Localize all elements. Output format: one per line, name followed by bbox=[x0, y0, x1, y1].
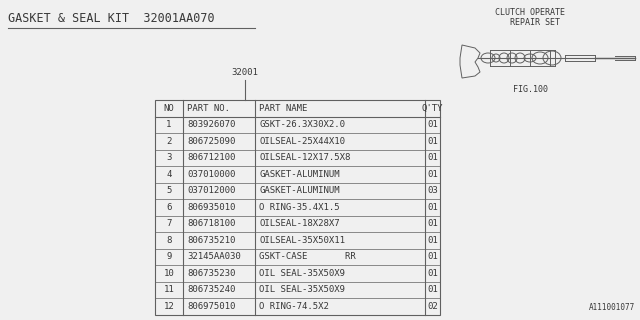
Text: 02: 02 bbox=[427, 302, 438, 311]
Text: 01: 01 bbox=[427, 203, 438, 212]
Text: 3: 3 bbox=[166, 153, 172, 162]
Bar bbox=[155, 100, 440, 315]
Text: CLUTCH OPERATE
  REPAIR SET: CLUTCH OPERATE REPAIR SET bbox=[495, 8, 565, 28]
Text: 01: 01 bbox=[427, 252, 438, 261]
Text: 01: 01 bbox=[427, 137, 438, 146]
Text: 806735240: 806735240 bbox=[187, 285, 236, 294]
Text: 01: 01 bbox=[427, 236, 438, 245]
Text: 1: 1 bbox=[166, 120, 172, 129]
Text: 12: 12 bbox=[164, 302, 174, 311]
Text: Q'TY: Q'TY bbox=[422, 104, 444, 113]
Text: 10: 10 bbox=[164, 269, 174, 278]
Text: OIL SEAL-35X50X9: OIL SEAL-35X50X9 bbox=[259, 285, 345, 294]
Text: 4: 4 bbox=[166, 170, 172, 179]
Text: 5: 5 bbox=[166, 186, 172, 195]
Text: 2: 2 bbox=[166, 137, 172, 146]
Text: GASKET-ALUMINUM: GASKET-ALUMINUM bbox=[259, 170, 340, 179]
Text: 01: 01 bbox=[427, 269, 438, 278]
Text: 806935010: 806935010 bbox=[187, 203, 236, 212]
Text: 806725090: 806725090 bbox=[187, 137, 236, 146]
Text: GSKT-CASE       RR: GSKT-CASE RR bbox=[259, 252, 356, 261]
Text: O RING-35.4X1.5: O RING-35.4X1.5 bbox=[259, 203, 340, 212]
Text: 6: 6 bbox=[166, 203, 172, 212]
Text: OILSEAL-35X50X11: OILSEAL-35X50X11 bbox=[259, 236, 345, 245]
Text: 806735210: 806735210 bbox=[187, 236, 236, 245]
Text: 11: 11 bbox=[164, 285, 174, 294]
Text: 01: 01 bbox=[427, 153, 438, 162]
Text: 01: 01 bbox=[427, 285, 438, 294]
Text: O RING-74.5X2: O RING-74.5X2 bbox=[259, 302, 329, 311]
Text: 9: 9 bbox=[166, 252, 172, 261]
Text: OILSEAL-12X17.5X8: OILSEAL-12X17.5X8 bbox=[259, 153, 350, 162]
Text: 037012000: 037012000 bbox=[187, 186, 236, 195]
Text: OILSEAL-18X28X7: OILSEAL-18X28X7 bbox=[259, 219, 340, 228]
Text: A111001077: A111001077 bbox=[589, 303, 635, 312]
Text: 01: 01 bbox=[427, 219, 438, 228]
Text: 01: 01 bbox=[427, 120, 438, 129]
Text: PART NO.: PART NO. bbox=[187, 104, 230, 113]
Text: 03: 03 bbox=[427, 186, 438, 195]
Text: 7: 7 bbox=[166, 219, 172, 228]
Text: 806735230: 806735230 bbox=[187, 269, 236, 278]
Text: GASKET & SEAL KIT  32001AA070: GASKET & SEAL KIT 32001AA070 bbox=[8, 12, 214, 25]
Text: GASKET-ALUMINUM: GASKET-ALUMINUM bbox=[259, 186, 340, 195]
Text: 806712100: 806712100 bbox=[187, 153, 236, 162]
Text: 8: 8 bbox=[166, 236, 172, 245]
Text: NO: NO bbox=[164, 104, 174, 113]
Text: OIL SEAL-35X50X9: OIL SEAL-35X50X9 bbox=[259, 269, 345, 278]
Text: 806718100: 806718100 bbox=[187, 219, 236, 228]
Text: 32001: 32001 bbox=[232, 68, 259, 77]
Text: FIG.100: FIG.100 bbox=[513, 85, 547, 94]
Text: PART NAME: PART NAME bbox=[259, 104, 307, 113]
Text: 32145AA030: 32145AA030 bbox=[187, 252, 241, 261]
Text: 803926070: 803926070 bbox=[187, 120, 236, 129]
Text: GSKT-26.3X30X2.0: GSKT-26.3X30X2.0 bbox=[259, 120, 345, 129]
Text: OILSEAL-25X44X10: OILSEAL-25X44X10 bbox=[259, 137, 345, 146]
Text: 01: 01 bbox=[427, 170, 438, 179]
Text: 806975010: 806975010 bbox=[187, 302, 236, 311]
Text: 037010000: 037010000 bbox=[187, 170, 236, 179]
